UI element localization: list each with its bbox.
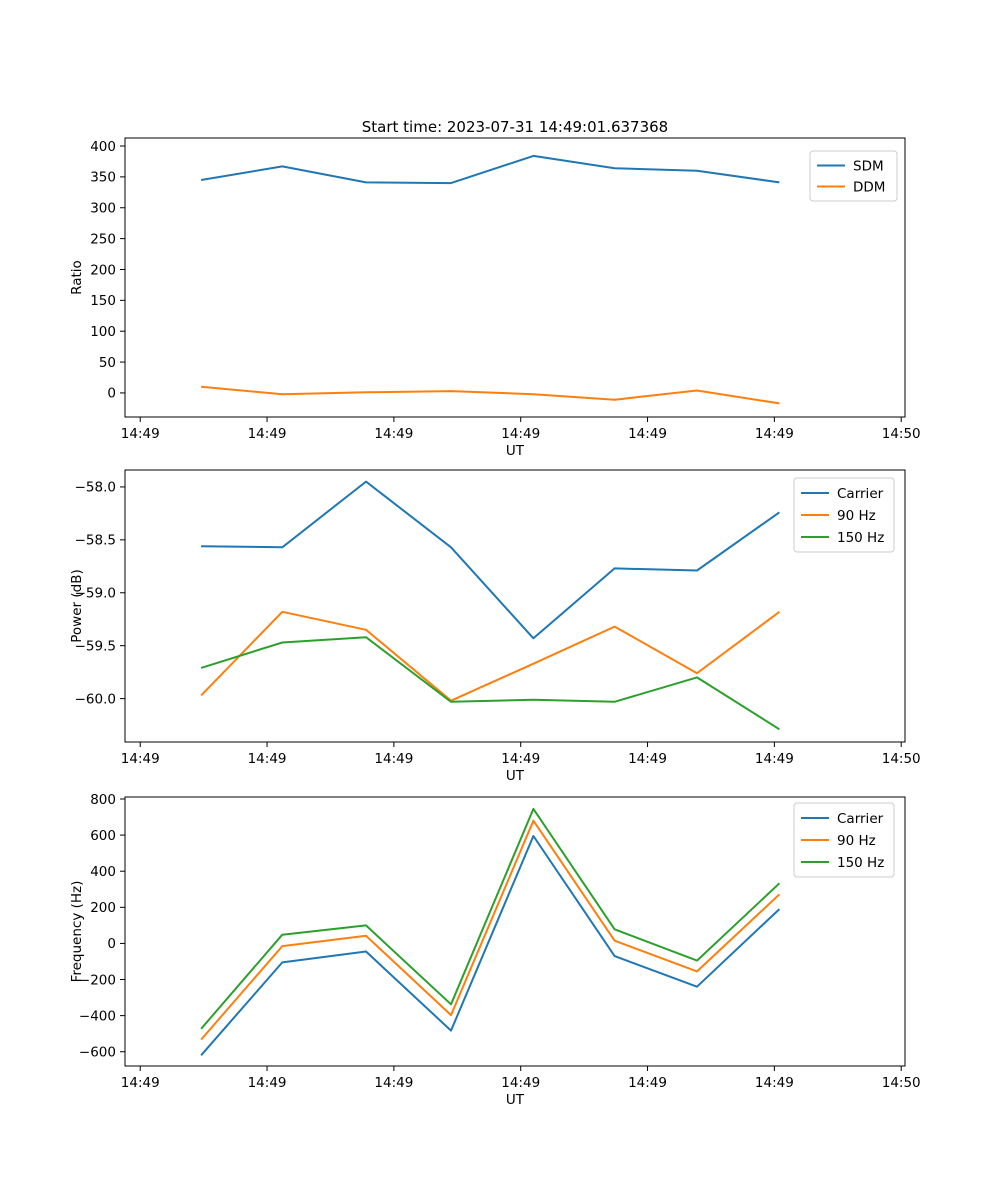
- x-axis-label: UT: [506, 768, 525, 784]
- y-tick-label: 150: [90, 293, 116, 309]
- x-tick-label: 14:49: [248, 426, 287, 442]
- y-tick-label: 0: [107, 936, 116, 952]
- legend-label: Carrier: [837, 811, 884, 827]
- y-tick-label: 800: [90, 792, 116, 808]
- x-tick-label: 14:49: [248, 751, 287, 767]
- y-tick-label: −200: [79, 972, 116, 988]
- x-tick-label: 14:49: [374, 426, 413, 442]
- y-tick-label: −58.5: [75, 533, 116, 549]
- series-line-sdm: [200, 154, 780, 185]
- series-line-90-hz: [200, 819, 781, 1041]
- x-tick-label: 14:49: [501, 751, 540, 767]
- x-tick-label: 14:49: [374, 1075, 413, 1091]
- legend-label: DDM: [853, 179, 885, 195]
- y-tick-label: 350: [90, 170, 116, 186]
- y-tick-label: 400: [90, 864, 116, 880]
- y-tick-label: 400: [90, 139, 116, 155]
- subplot-frequency: 14:49 14:49 14:49 14:49 14:49 14:49 14:50 −600 −…: [69, 792, 921, 1108]
- axes-frame: [124, 796, 906, 1067]
- legend: SDM DDM: [809, 150, 898, 202]
- y-tick-label: 50: [99, 355, 116, 371]
- y-tick-label: 600: [90, 828, 116, 844]
- legend-label: SDM: [853, 158, 884, 174]
- x-tick-label: 14:49: [628, 751, 667, 767]
- x-tick-label: 14:49: [501, 426, 540, 442]
- legend-box: [809, 150, 898, 202]
- legend-label: Carrier: [837, 486, 884, 502]
- series-line-carrier: [201, 480, 780, 640]
- x-tick-label: 14:50: [882, 426, 921, 442]
- legend-label: 90 Hz: [837, 833, 876, 849]
- series-line-carrier: [200, 835, 781, 1056]
- x-axis-label: UT: [506, 1092, 525, 1108]
- y-tick-label: −600: [79, 1045, 116, 1061]
- axes-frame: [124, 469, 906, 743]
- x-tick-label: 14:49: [248, 1075, 287, 1091]
- figure-title: Start time: 2023-07-31 14:49:01.637368: [361, 118, 669, 136]
- x-tick-label: 14:49: [121, 1075, 160, 1091]
- legend-label: 90 Hz: [837, 508, 876, 524]
- legend-box: [793, 477, 895, 553]
- legend-label: 150 Hz: [837, 530, 884, 546]
- y-tick-label: −400: [79, 1008, 116, 1024]
- axes-frame: [124, 137, 906, 418]
- legend-box: [793, 802, 895, 878]
- y-tick-label: 0: [107, 386, 116, 402]
- x-tick-label: 14:49: [628, 426, 667, 442]
- legend: Carrier 90 Hz 150 Hz: [793, 802, 895, 878]
- y-axis-label: Frequency (Hz): [69, 881, 85, 983]
- series-line-90-hz: [200, 610, 780, 702]
- x-tick-label: 14:49: [755, 426, 794, 442]
- x-tick-label: 14:49: [121, 751, 160, 767]
- y-tick-label: 100: [90, 324, 116, 340]
- x-tick-label: 14:49: [755, 1075, 794, 1091]
- legend-label: 150 Hz: [837, 855, 884, 871]
- y-tick-label: −58.0: [75, 480, 116, 496]
- y-tick-label: 300: [90, 201, 116, 217]
- legend: Carrier 90 Hz 150 Hz: [793, 477, 895, 553]
- subplot-ratio: 14:49 14:49 14:49 14:49 14:49 14:49 14:50 0 50 10…: [69, 137, 921, 459]
- y-tick-label: −60.0: [75, 691, 116, 707]
- x-tick-label: 14:49: [374, 751, 413, 767]
- x-tick-label: 14:49: [501, 1075, 540, 1091]
- y-tick-label: −59.5: [75, 638, 116, 654]
- subplot-power: 14:49 14:49 14:49 14:49 14:49 14:49 14:50 −58.0…: [69, 469, 921, 784]
- y-tick-label: 250: [90, 231, 116, 247]
- y-axis-label: Ratio: [69, 260, 85, 295]
- x-tick-label: 14:50: [882, 751, 921, 767]
- y-tick-label: 200: [90, 262, 116, 278]
- x-tick-label: 14:49: [628, 1075, 667, 1091]
- y-tick-label: 200: [90, 900, 116, 916]
- series-line-150-hz: [200, 636, 780, 731]
- series-line-ddm: [201, 385, 780, 405]
- x-axis-label: UT: [506, 443, 525, 459]
- x-tick-label: 14:49: [121, 426, 160, 442]
- y-tick-label: −59.0: [75, 586, 116, 602]
- x-tick-label: 14:49: [755, 751, 794, 767]
- y-axis-label: Power (dB): [69, 569, 85, 642]
- series-line-150-hz: [200, 807, 781, 1030]
- x-tick-label: 14:50: [882, 1075, 921, 1091]
